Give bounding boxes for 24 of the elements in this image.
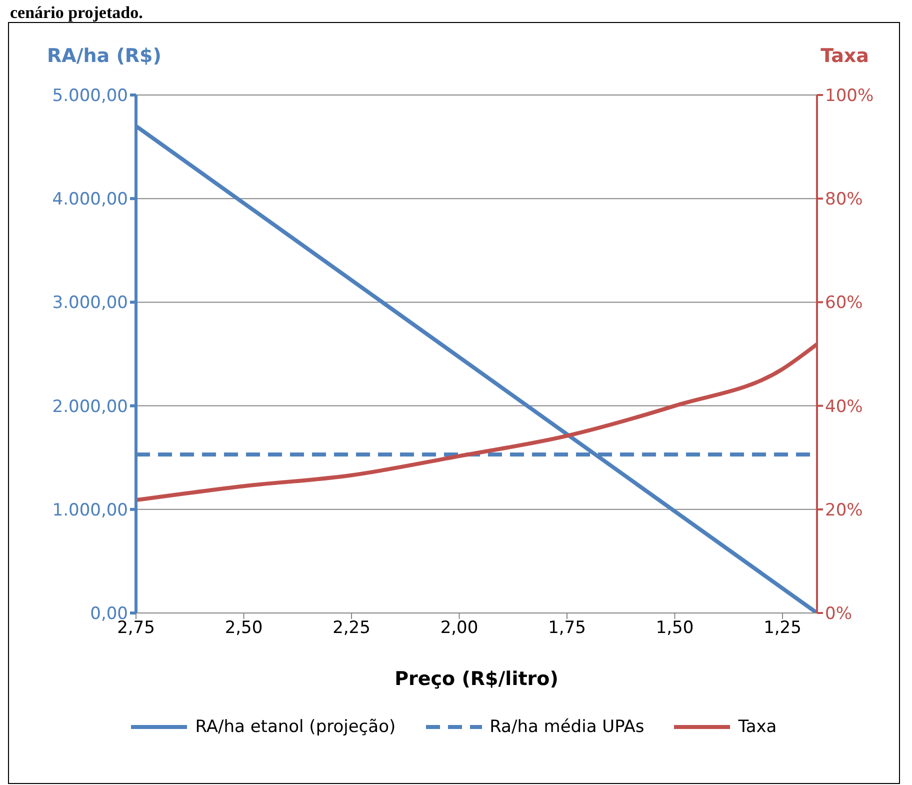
y2-tick-label: 80% (825, 190, 863, 210)
chart-title: cenário projetado. (10, 3, 144, 22)
x-tick-label: 2,50 (224, 618, 263, 638)
x-tick-label: 1,25 (764, 618, 802, 638)
y2-tick-label: 60% (825, 293, 863, 314)
legend-label: Taxa (738, 717, 777, 737)
y2-tick-label: 100% (825, 86, 874, 106)
x-tick-label: 1,75 (548, 618, 586, 638)
y2-tick-label: 20% (825, 500, 863, 520)
y-tick-label: 2.000,00 (52, 396, 128, 417)
x-tick-label: 2,00 (440, 618, 478, 638)
legend-label: Ra/ha média UPAs (490, 717, 644, 737)
legend-label: RA/ha etanol (projeção) (195, 717, 396, 737)
y-tick-label: 5.000,00 (52, 86, 128, 106)
y2-axis-title: Taxa (820, 45, 869, 67)
y-axis-title: RA/ha (R$) (47, 45, 162, 67)
y2-tick-label: 40% (825, 396, 863, 417)
y-tick-label: 4.000,00 (52, 190, 128, 210)
x-axis-title: Preço (R$/litro) (394, 668, 558, 690)
y2-tick-label: 0% (825, 604, 852, 624)
y-tick-label: 1.000,00 (52, 500, 128, 520)
y-tick-label: 3.000,00 (52, 293, 128, 314)
x-tick-label: 2,25 (332, 618, 370, 638)
x-tick-label: 1,50 (656, 618, 694, 638)
